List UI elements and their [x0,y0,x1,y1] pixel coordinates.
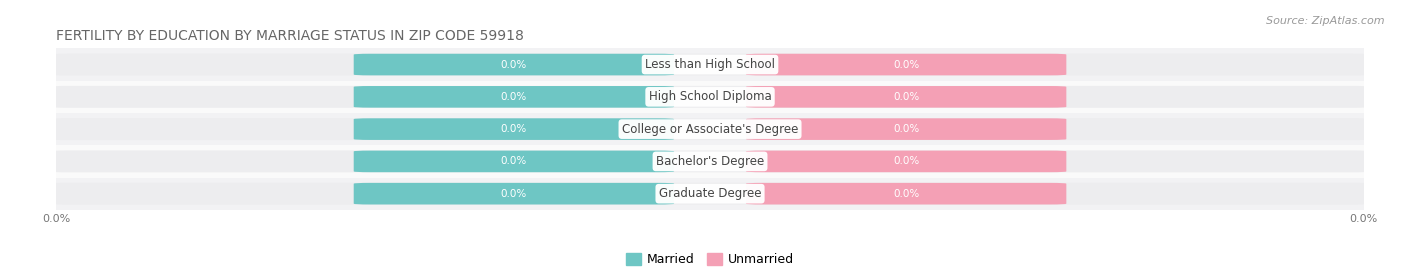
FancyBboxPatch shape [49,118,1371,140]
FancyBboxPatch shape [49,54,1371,76]
Bar [56,178,1364,210]
Text: High School Diploma: High School Diploma [648,90,772,103]
FancyBboxPatch shape [747,151,1066,172]
Text: 0.0%: 0.0% [501,124,527,134]
FancyBboxPatch shape [747,86,1066,108]
Legend: Married, Unmarried: Married, Unmarried [620,248,800,269]
Text: 0.0%: 0.0% [501,156,527,167]
Text: 0.0%: 0.0% [893,156,920,167]
Text: Less than High School: Less than High School [645,58,775,71]
FancyBboxPatch shape [354,54,673,75]
FancyBboxPatch shape [354,151,673,172]
FancyBboxPatch shape [747,118,1066,140]
Text: 0.0%: 0.0% [501,92,527,102]
FancyBboxPatch shape [747,183,1066,204]
Bar [56,113,1364,145]
Text: FERTILITY BY EDUCATION BY MARRIAGE STATUS IN ZIP CODE 59918: FERTILITY BY EDUCATION BY MARRIAGE STATU… [56,29,524,43]
Bar [56,48,1364,81]
Bar [56,145,1364,178]
Text: College or Associate's Degree: College or Associate's Degree [621,123,799,136]
FancyBboxPatch shape [747,54,1066,75]
Text: Source: ZipAtlas.com: Source: ZipAtlas.com [1267,16,1385,26]
Text: 0.0%: 0.0% [893,189,920,199]
FancyBboxPatch shape [49,150,1371,172]
Bar [56,81,1364,113]
Text: Bachelor's Degree: Bachelor's Degree [657,155,763,168]
Text: 0.0%: 0.0% [893,124,920,134]
Text: 0.0%: 0.0% [501,189,527,199]
Text: 0.0%: 0.0% [893,92,920,102]
Text: Graduate Degree: Graduate Degree [659,187,761,200]
FancyBboxPatch shape [354,183,673,204]
FancyBboxPatch shape [49,183,1371,205]
FancyBboxPatch shape [354,118,673,140]
FancyBboxPatch shape [354,86,673,108]
Text: 0.0%: 0.0% [893,59,920,70]
FancyBboxPatch shape [49,86,1371,108]
Text: 0.0%: 0.0% [501,59,527,70]
